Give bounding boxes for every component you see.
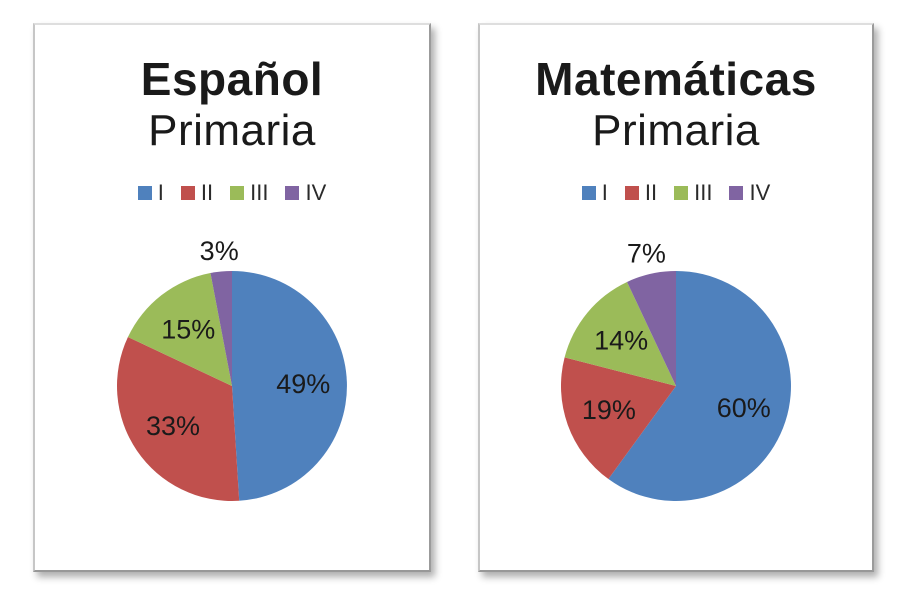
pie-chart-espanol: 49% 33% 15% 3% bbox=[116, 236, 347, 502]
legend-espanol: I II III IV bbox=[35, 180, 429, 206]
legend-item-iv: IV bbox=[285, 180, 326, 206]
pie-slice-ii bbox=[560, 357, 676, 480]
legend-item-i: I bbox=[137, 180, 164, 206]
pie-data-label-ii: 19% bbox=[582, 396, 636, 426]
legend-swatch-iii bbox=[230, 186, 245, 201]
legend-swatch-iv bbox=[729, 186, 744, 201]
legend-label-i: I bbox=[601, 180, 608, 206]
legend-swatch-ii bbox=[180, 186, 195, 201]
legend-swatch-i bbox=[137, 186, 152, 201]
pie-slice-ii bbox=[116, 337, 240, 502]
legend-label-iv: IV bbox=[749, 180, 771, 206]
legend-item-ii: II bbox=[624, 180, 658, 206]
legend-swatch-i bbox=[581, 186, 596, 201]
legend-item-iv: IV bbox=[729, 180, 770, 206]
chart-subtitle-matematicas: Primaria bbox=[592, 105, 760, 155]
pie-slice-i bbox=[608, 271, 791, 502]
legend-swatch-iii bbox=[674, 186, 689, 201]
legend-label-ii: II bbox=[644, 180, 658, 206]
pie-slice-iv bbox=[210, 271, 232, 387]
pie-data-label-iii: 15% bbox=[161, 315, 215, 345]
legend-item-i: I bbox=[581, 180, 608, 206]
chart-title-matematicas: Matemáticas bbox=[535, 53, 817, 105]
chart-card-espanol: Español Primaria I II III IV 49% 33% 15% 3% bbox=[33, 23, 431, 572]
legend-label-iii: III bbox=[250, 180, 269, 206]
legend-label-iii: III bbox=[694, 180, 713, 206]
legend-label-iv: IV bbox=[305, 180, 327, 206]
legend-matematicas: I II III IV bbox=[480, 180, 872, 206]
pie-data-label-iii: 14% bbox=[594, 326, 648, 356]
chart-title-espanol: Español bbox=[140, 53, 324, 105]
legend-item-iii: III bbox=[230, 180, 268, 206]
pie-data-label-ii: 33% bbox=[146, 412, 200, 442]
legend-label-i: I bbox=[157, 180, 164, 206]
pie-data-label-i: 49% bbox=[276, 369, 330, 399]
legend-swatch-ii bbox=[624, 186, 639, 201]
pie-data-label-i: 60% bbox=[717, 393, 771, 423]
legend-swatch-iv bbox=[285, 186, 300, 201]
pie-slice-i bbox=[232, 271, 347, 502]
legend-label-ii: II bbox=[200, 180, 214, 206]
chart-subtitle-espanol: Primaria bbox=[148, 105, 316, 155]
pie-data-label-iv: 3% bbox=[200, 236, 239, 266]
pie-data-label-iv: 7% bbox=[627, 239, 666, 269]
legend-item-ii: II bbox=[180, 180, 214, 206]
chart-card-matematicas: Matemáticas Primaria I II III IV 60% 19% 1… bbox=[478, 23, 874, 572]
pie-slice-iii bbox=[564, 282, 676, 387]
pie-chart-matematicas: 60% 19% 14% 7% bbox=[560, 239, 791, 502]
pie-slice-iv bbox=[627, 271, 676, 387]
pie-slice-iii bbox=[127, 273, 232, 387]
legend-item-iii: III bbox=[674, 180, 712, 206]
